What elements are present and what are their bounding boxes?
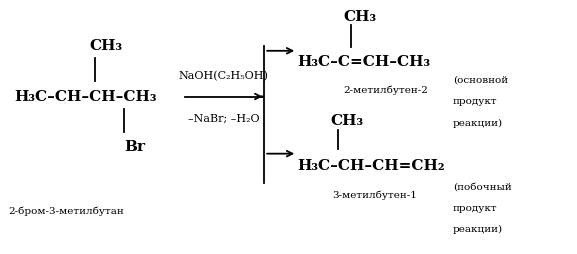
- Text: 2-метилбутен-2: 2-метилбутен-2: [343, 85, 428, 95]
- Text: CH₃: CH₃: [343, 9, 376, 24]
- Text: 3-метилбутен-1: 3-метилбутен-1: [332, 191, 417, 200]
- Text: (побочный: (побочный: [453, 182, 512, 191]
- Text: реакции): реакции): [453, 119, 503, 128]
- Text: NaOH(C₂H₅OH): NaOH(C₂H₅OH): [179, 71, 269, 81]
- Text: продукт: продукт: [453, 97, 497, 106]
- Text: CH₃: CH₃: [89, 39, 122, 53]
- Text: 2-бром-3-метилбутан: 2-бром-3-метилбутан: [9, 206, 124, 216]
- Text: продукт: продукт: [453, 204, 497, 213]
- Text: реакции): реакции): [453, 225, 503, 234]
- Text: (основной: (основной: [453, 75, 508, 85]
- Text: CH₃: CH₃: [330, 114, 363, 128]
- Text: –NaBr; –H₂O: –NaBr; –H₂O: [188, 114, 260, 124]
- Text: H₃C–CH–CH–CH₃: H₃C–CH–CH–CH₃: [14, 89, 157, 104]
- Text: Br: Br: [124, 140, 145, 154]
- Text: H₃C–CH–CH=CH₂: H₃C–CH–CH=CH₂: [297, 159, 445, 173]
- Text: H₃C–C=CH–CH₃: H₃C–C=CH–CH₃: [297, 55, 430, 69]
